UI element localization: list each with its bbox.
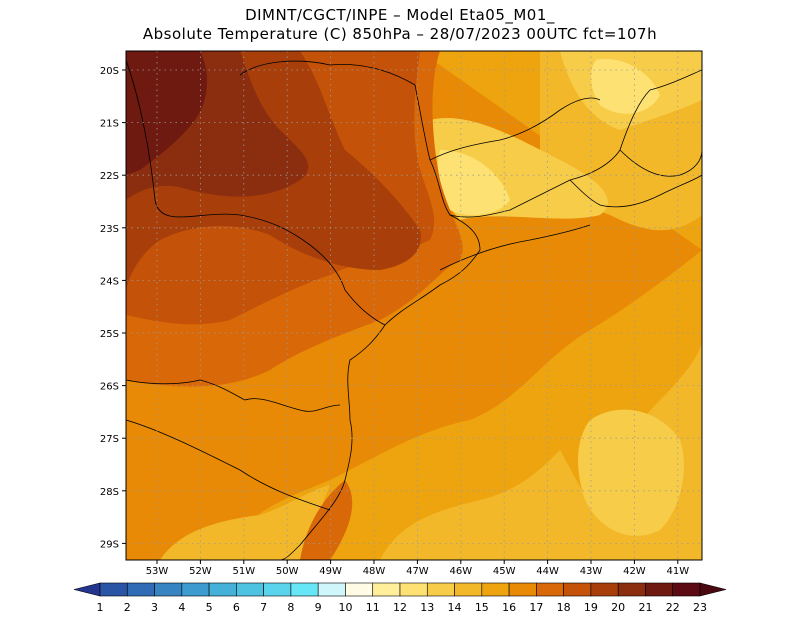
map-title-line-2: Absolute Temperature (C) 850hPa – 28/07/… <box>142 25 658 43</box>
lon-tick-label: 49W <box>319 566 342 577</box>
lon-tick-label: 48W <box>363 566 386 577</box>
colorbar-cell <box>454 582 483 597</box>
latitude-labels: 20S 21S 22S 23S 24S 25S 26S 27S 28S 29S <box>100 66 126 550</box>
colorbar-label: 15 <box>475 601 489 614</box>
colorbar-arrow-left <box>73 582 101 597</box>
lat-tick-label: 28S <box>100 487 119 498</box>
colorbar-label: 18 <box>557 601 571 614</box>
lat-tick-label: 20S <box>100 66 119 77</box>
colorbar-label: 8 <box>287 601 294 614</box>
lon-tick-label: 50W <box>276 566 299 577</box>
lat-tick-label: 27S <box>100 434 119 445</box>
lon-tick-label: 53W <box>146 566 169 577</box>
lat-tick-label: 21S <box>100 119 119 130</box>
colorbar-label: 13 <box>420 601 434 614</box>
lon-tick-label: 47W <box>406 566 429 577</box>
colorbar-cell <box>290 582 319 597</box>
lon-tick-label: 51W <box>232 566 255 577</box>
colorbar-cell <box>563 582 592 597</box>
colorbar-cell <box>508 582 537 597</box>
lon-tick-label: 41W <box>666 566 689 577</box>
colorbar-cell <box>590 582 619 597</box>
colorbar-label: 5 <box>206 601 213 614</box>
colorbar-cell <box>399 582 428 597</box>
colorbar-label: 23 <box>693 601 707 614</box>
colorbar-label: 21 <box>638 601 652 614</box>
colorbar-label: 3 <box>151 601 158 614</box>
lon-tick-label: 44W <box>536 566 559 577</box>
lat-tick-label: 23S <box>100 224 119 235</box>
colorbar-cell <box>481 582 510 597</box>
colorbar-cell <box>208 582 237 597</box>
colorbar-cell <box>345 582 374 597</box>
colorbar-cell <box>426 582 455 597</box>
lon-tick-label: 52W <box>189 566 212 577</box>
lat-tick-label: 24S <box>100 276 119 287</box>
colorbar-label: 22 <box>666 601 680 614</box>
lat-tick-label: 25S <box>100 329 119 340</box>
colorbar-cell <box>99 582 128 597</box>
colorbar-cell <box>617 582 646 597</box>
colorbar-label: 17 <box>529 601 543 614</box>
lat-tick-label: 29S <box>100 539 119 550</box>
colorbar-label: 14 <box>448 601 462 614</box>
colorbar <box>73 582 727 597</box>
lon-tick-label: 43W <box>580 566 603 577</box>
colorbar-label: 16 <box>502 601 516 614</box>
colorbar-cell <box>672 582 701 597</box>
colorbar-label: 12 <box>393 601 407 614</box>
lon-tick-label: 46W <box>449 566 472 577</box>
coastlines-borders <box>126 59 702 560</box>
lon-tick-label: 42W <box>623 566 646 577</box>
colorbar-labels: 1 2 3 4 5 6 7 8 9 10 11 12 13 14 15 16 17 18 19 20 21 22 23 <box>97 601 708 614</box>
colorbar-cell <box>126 582 155 597</box>
colorbar-label: 19 <box>584 601 598 614</box>
colorbar-cell <box>536 582 564 597</box>
colorbar-cell <box>372 582 401 597</box>
grid-lines <box>126 51 702 560</box>
colorbar-label: 11 <box>366 601 380 614</box>
colorbar-arrow-right <box>699 582 727 597</box>
colorbar-label: 2 <box>124 601 131 614</box>
colorbar-cell <box>317 582 346 597</box>
map-frame <box>125 50 703 561</box>
temperature-field <box>126 51 702 560</box>
colorbar-label: 7 <box>260 601 267 614</box>
map-title-line-1: DIMNT/CGCT/INPE – Model Eta05_M01_ <box>245 6 555 24</box>
colorbar-label: 4 <box>178 601 185 614</box>
colorbar-label: 9 <box>315 601 322 614</box>
colorbar-cell <box>263 582 292 597</box>
colorbar-label: 20 <box>611 601 625 614</box>
lat-tick-label: 26S <box>100 382 119 393</box>
lat-tick-label: 22S <box>100 171 119 182</box>
colorbar-label: 10 <box>338 601 352 614</box>
colorbar-label: 1 <box>97 601 104 614</box>
colorbar-cell <box>645 582 674 597</box>
colorbar-cell <box>181 582 210 597</box>
longitude-labels: 53W 52W 51W 50W 49W 48W 47W 46W 45W 44W 43W 42W 41W <box>146 560 689 577</box>
colorbar-cell <box>154 582 183 597</box>
colorbar-label: 6 <box>233 601 240 614</box>
colorbar-cell <box>236 582 264 597</box>
lon-tick-label: 45W <box>493 566 516 577</box>
